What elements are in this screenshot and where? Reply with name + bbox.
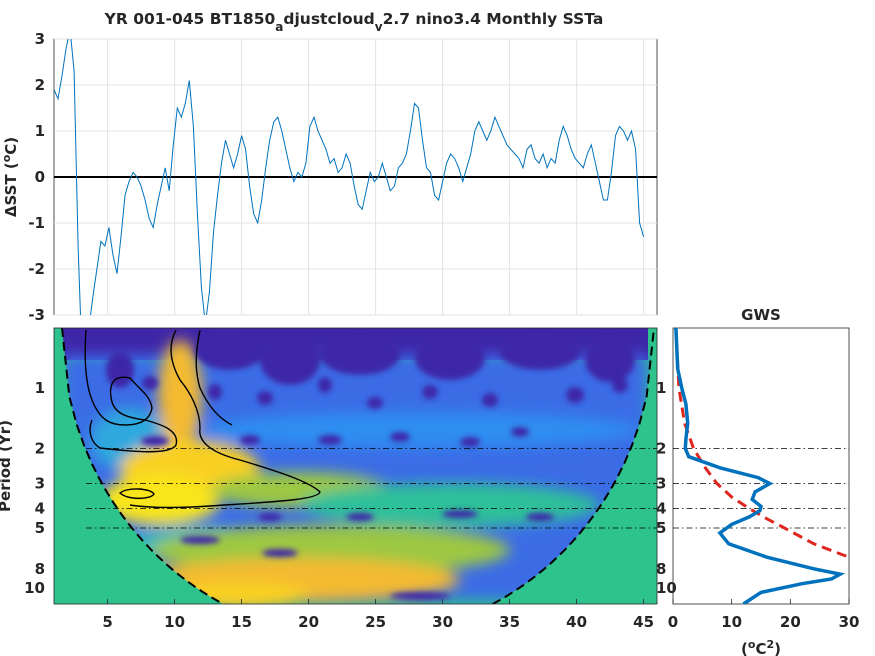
period-tick-label: 3 (35, 475, 45, 493)
gws-period-tick-label: 8 (656, 560, 666, 578)
ts-y-tick-label: 2 (35, 76, 45, 94)
period-tick-label: 8 (35, 560, 45, 578)
timeseries-y-axis-label: ΔSST (oC) (0, 137, 20, 217)
gws-period-tick-label: 10 (656, 579, 677, 597)
gws-period-tick-label: 4 (656, 500, 666, 518)
ts-y-tick-label: -3 (28, 306, 45, 324)
wavelet-y-axis-label: Period (Yr) (0, 420, 14, 512)
ts-y-tick-label: 3 (35, 30, 45, 48)
gws-period-tick-label: 1 (656, 379, 666, 397)
power-low-spots (106, 330, 635, 600)
x-tick-label: 45 (633, 613, 654, 631)
period-tick-label: 5 (35, 519, 45, 537)
x-tick-label: 40 (566, 613, 587, 631)
ts-y-tick-label: -1 (28, 214, 45, 232)
coi-mask-right (492, 328, 657, 604)
gws-axes-box (672, 327, 850, 605)
gws-x-axis-label: (oC2) (741, 638, 781, 656)
wavelet-panel (54, 328, 657, 604)
gws-x-tick-label: 0 (668, 613, 678, 631)
period-tick-label: 1 (35, 379, 45, 397)
gws-title: GWS (741, 306, 781, 324)
period-tick-label: 4 (35, 500, 45, 518)
period-tick-label: 2 (35, 439, 45, 457)
significance-contours (84, 329, 321, 509)
gws-period-tick-label: 5 (656, 519, 666, 537)
wavelet-x-tick-labels: 5 10 15 20 25 30 35 40 45 (102, 599, 654, 631)
gws-x-tick-labels: 0 10 20 30 (668, 599, 860, 631)
x-tick-label: 5 (102, 613, 112, 631)
gws-x-tick-label: 10 (721, 613, 742, 631)
x-tick-label: 25 (365, 613, 386, 631)
x-tick-label: 20 (298, 613, 319, 631)
ts-y-tick-label: -2 (28, 260, 45, 278)
x-tick-label: 10 (164, 613, 185, 631)
x-tick-label: 35 (499, 613, 520, 631)
gws-period-tick-label: 2 (656, 439, 666, 457)
x-tick-label: 30 (432, 613, 453, 631)
gws-power-line (674, 328, 846, 604)
wavelet-y-tick-labels: 1 2 3 45 810 (24, 379, 45, 597)
wavelet-axes-box (53, 327, 658, 605)
timeseries-panel: 3 2 1 0 -1 -2 -3 ΔSST (oC) (0, 30, 658, 324)
coi-mask-left (54, 328, 224, 604)
gws-reference-lines (673, 447, 849, 529)
wavelet-power-map (62, 328, 648, 604)
ssta-line (54, 39, 645, 315)
reference-period-lines (86, 447, 657, 529)
period-tick-label: 10 (24, 579, 45, 597)
gws-period-tick-label: 3 (656, 475, 666, 493)
ts-y-tick-label: 1 (35, 122, 45, 140)
ts-y-tick-label: 0 (35, 168, 45, 186)
chart-title: YR 001-045 BT1850adjustcloudv2.7 nino3.4… (104, 10, 604, 34)
x-tick-label: 15 (231, 613, 252, 631)
cone-of-influence (61, 328, 655, 604)
gws-x-tick-label: 20 (780, 613, 801, 631)
timeseries-y-tick-labels: 3 2 1 0 -1 -2 -3 (28, 30, 45, 324)
gws-x-tick-label: 30 (839, 613, 860, 631)
gws-y-tick-labels: 1 2 3 45 810 (656, 379, 677, 597)
